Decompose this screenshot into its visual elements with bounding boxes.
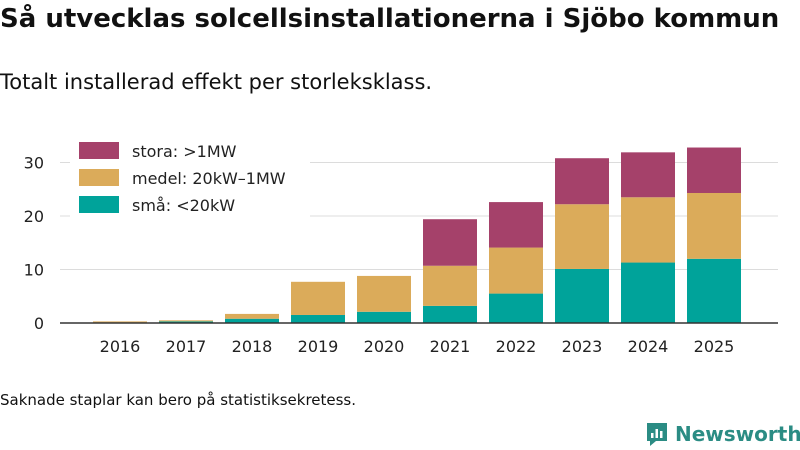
bar-segment: [93, 321, 147, 323]
newsworthy-logo-icon: [647, 423, 667, 446]
legend-swatch: [79, 169, 119, 186]
x-tick-label: 2017: [166, 337, 207, 356]
bar-segment: [291, 281, 345, 315]
bar-segment: [555, 158, 609, 205]
bar-segment: [687, 147, 741, 193]
bar-segment: [489, 293, 543, 323]
legend-swatch: [79, 142, 119, 159]
bar-segment: [159, 320, 213, 322]
brand-name: Newsworthy: [675, 422, 800, 446]
bar-segment: [621, 152, 675, 198]
bar-segment: [357, 275, 411, 312]
bar-segment: [555, 268, 609, 323]
x-tick-label: 2023: [562, 337, 603, 356]
bar-segment: [291, 314, 345, 323]
x-tick-label: 2024: [628, 337, 669, 356]
bar-segment: [687, 192, 741, 259]
bar-segment: [357, 311, 411, 323]
bar-segment: [423, 219, 477, 266]
chart-title: Så utvecklas solcellsinstallationerna i …: [0, 4, 780, 34]
bar-segment: [489, 247, 543, 294]
brand[interactable]: Newsworthy: [645, 420, 800, 448]
bar-segment: [489, 202, 543, 248]
bar-segment: [621, 197, 675, 263]
x-tick-label: 2021: [430, 337, 471, 356]
y-tick-label: 10: [24, 261, 44, 280]
y-tick-label: 20: [24, 207, 44, 226]
bar-segment: [423, 305, 477, 323]
bar-segment: [687, 258, 741, 323]
bar-segment: [555, 204, 609, 269]
legend-label: medel: 20kW–1MW: [132, 169, 286, 188]
bar-segment: [621, 262, 675, 323]
bar-segment: [225, 313, 279, 319]
x-tick-label: 2022: [496, 337, 537, 356]
chart-subtitle: Totalt installerad effekt per storlekskl…: [0, 70, 433, 94]
y-tick-label: 30: [24, 154, 44, 173]
x-tick-label: 2018: [232, 337, 273, 356]
x-tick-label: 2025: [694, 337, 735, 356]
x-tick-label: 2016: [100, 337, 141, 356]
y-tick-label: 0: [34, 314, 44, 333]
bar-segment: [423, 265, 477, 306]
legend-label: små: <20kW: [132, 196, 235, 215]
bar-segment: [225, 318, 279, 323]
x-tick-label: 2019: [298, 337, 339, 356]
x-tick-label: 2020: [364, 337, 405, 356]
legend-label: stora: >1MW: [132, 142, 237, 161]
legend-swatch: [79, 196, 119, 213]
bar-segment: [159, 321, 213, 323]
footnote: Saknade staplar kan bero på statistiksek…: [0, 391, 357, 409]
